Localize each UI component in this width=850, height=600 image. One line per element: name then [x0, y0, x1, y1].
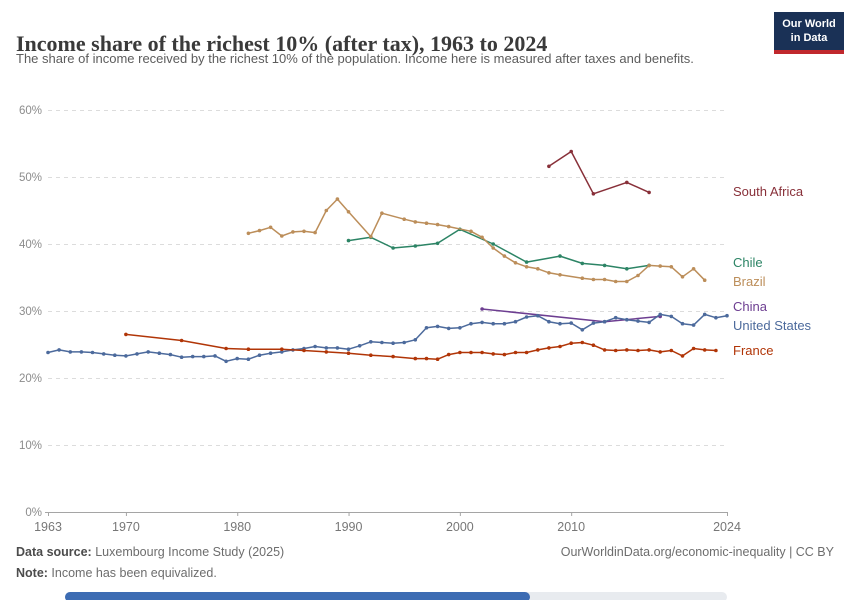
series-label-brazil[interactable]: Brazil: [733, 274, 766, 290]
svg-text:50%: 50%: [19, 172, 42, 184]
svg-text:60%: 60%: [19, 105, 42, 117]
svg-text:40%: 40%: [19, 239, 42, 251]
owid-logo[interactable]: Our World in Data: [774, 12, 844, 54]
credit-link[interactable]: OurWorldinData.org/economic-inequality |…: [560, 545, 834, 559]
series-label-south-africa[interactable]: South Africa: [733, 184, 804, 200]
svg-text:2010: 2010: [557, 520, 585, 534]
svg-text:2000: 2000: [446, 520, 474, 534]
note-value: Income has been equivalized.: [47, 566, 217, 580]
data-source-line: Data source: Luxembourg Income Study (20…: [16, 545, 284, 559]
svg-text:1970: 1970: [112, 520, 140, 534]
timeline-slider-fill[interactable]: [65, 592, 530, 600]
data-source-value: Luxembourg Income Study (2025): [91, 545, 285, 559]
x-axis: 1963 1970 1980 1990 2000 2010 2024: [34, 512, 741, 534]
series-label-china[interactable]: China: [733, 298, 767, 314]
series-label-united-states[interactable]: United States: [733, 317, 812, 333]
line-south-africa[interactable]: [547, 149, 651, 196]
series-label-france[interactable]: France: [733, 342, 774, 358]
chart-subtitle: The share of income received by the rich…: [16, 51, 694, 66]
line-brazil[interactable]: [246, 197, 707, 284]
note-label: Note:: [16, 566, 48, 580]
svg-text:0%: 0%: [25, 507, 42, 519]
svg-text:30%: 30%: [19, 306, 42, 318]
data-source-label: Data source:: [16, 545, 92, 559]
svg-text:10%: 10%: [19, 440, 42, 452]
series-label-chile[interactable]: Chile: [733, 255, 763, 271]
page-title: Income share of the richest 10% (after t…: [16, 30, 548, 56]
svg-text:20%: 20%: [19, 373, 42, 385]
owid-logo-line2: in Data: [790, 32, 828, 45]
owid-logo-line1: Our World: [782, 18, 836, 30]
timeline-slider[interactable]: [65, 592, 727, 600]
svg-text:1963: 1963: [34, 520, 62, 534]
svg-text:2024: 2024: [713, 520, 741, 534]
svg-text:1990: 1990: [335, 520, 363, 534]
svg-text:1980: 1980: [223, 520, 251, 534]
line-chile[interactable]: [346, 227, 651, 271]
note-line: Note: Income has been equivalized.: [16, 566, 834, 580]
y-axis: 0% 10% 20% 30% 40% 50% 60%: [19, 105, 727, 519]
line-united-states[interactable]: [46, 312, 729, 364]
chart-footer: Data source: Luxembourg Income Study (20…: [16, 545, 834, 580]
line-france[interactable]: [124, 332, 718, 362]
